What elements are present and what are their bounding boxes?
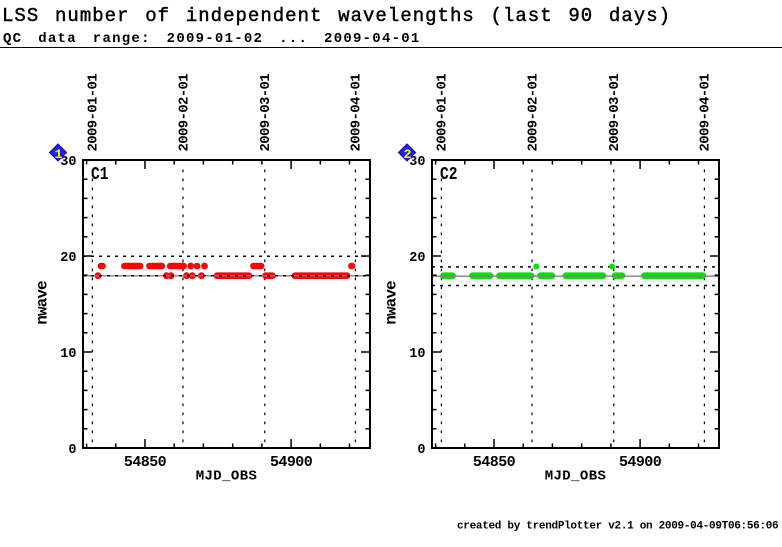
svg-text:0: 0 [417,443,425,458]
svg-text:54900: 54900 [619,454,662,471]
svg-text:2009-02-01: 2009-02-01 [176,74,192,152]
svg-text:C1: C1 [91,165,109,185]
svg-text:MJD_OBS: MJD_OBS [196,469,258,485]
svg-text:2009-04-01: 2009-04-01 [698,74,714,152]
svg-text:30: 30 [409,155,425,170]
svg-text:20: 20 [60,251,76,266]
svg-text:10: 10 [409,347,425,362]
svg-text:2009-03-01: 2009-03-01 [607,74,623,152]
svg-text:2: 2 [404,147,412,162]
svg-text:LSS number of independent wave: LSS number of independent wavelengths (l… [2,5,671,27]
svg-text:nwave: nwave [34,281,52,325]
svg-text:10: 10 [60,347,76,362]
svg-text:QC data range: 2009-01-02 ...: QC data range: 2009-01-02 ... 2009-04-01 [3,31,421,47]
svg-text:created by trendPlotter v2.1 o: created by trendPlotter v2.1 on 2009-04-… [457,521,778,533]
svg-text:54850: 54850 [124,454,167,471]
svg-text:2009-04-01: 2009-04-01 [349,74,365,152]
svg-text:54850: 54850 [473,454,516,471]
svg-text:C2: C2 [440,165,458,185]
svg-text:30: 30 [60,155,76,170]
svg-text:20: 20 [409,251,425,266]
svg-text:2009-03-01: 2009-03-01 [258,74,274,152]
svg-text:2009-01-01: 2009-01-01 [435,74,451,152]
svg-text:2009-02-01: 2009-02-01 [525,74,541,152]
svg-text:54900: 54900 [270,454,313,471]
svg-text:2009-01-01: 2009-01-01 [86,74,102,152]
svg-text:0: 0 [68,443,76,458]
svg-text:1: 1 [55,147,63,162]
svg-text:nwave: nwave [383,281,401,325]
svg-text:MJD_OBS: MJD_OBS [545,469,607,485]
